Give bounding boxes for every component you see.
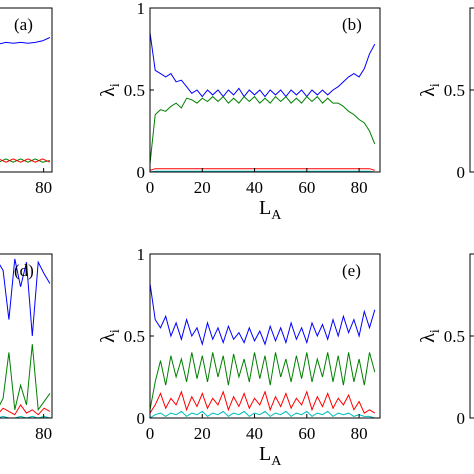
panel-b-ytick-label: 1 (137, 0, 146, 18)
panel-e-series-0 (150, 283, 376, 347)
panel-c-ytick-label: 0.5 (444, 81, 465, 100)
panel-b-series-1 (150, 95, 376, 164)
panel-e-series-2 (150, 390, 376, 414)
panel-d-panel-label: (d) (14, 261, 34, 280)
panel-b-series-0 (150, 32, 376, 98)
panel-e-ytick-label: 1 (137, 245, 146, 264)
panel-b-ylabel: λi (97, 83, 123, 97)
panel-b-xtick-label: 60 (298, 178, 315, 197)
panel-d-xtick-label: 80 (35, 424, 52, 443)
panel-a: 80 (a) (0, 7, 53, 197)
panel-e-series-3 (150, 410, 375, 418)
panel-b-xtick-label: 40 (246, 178, 263, 197)
panel-c: 00.5(c)λi (417, 7, 474, 182)
panel-a-series-1 (0, 158, 51, 163)
panel-e-xlabel: LA (259, 443, 282, 469)
panel-e-xtick-label: 0 (146, 424, 155, 443)
panel-b-lines (150, 32, 376, 172)
panel-e-xtick-label: 20 (194, 424, 211, 443)
panel-a-panel-label: (a) (14, 15, 33, 34)
panel-e-series-1 (150, 352, 376, 410)
panel-b-series-2 (150, 168, 375, 171)
panel-b-xtick-label: 20 (194, 178, 211, 197)
panel-d-series-0 (0, 258, 51, 337)
panel-b-ytick-label: 0.5 (124, 81, 145, 100)
panel-b-xtick-label: 80 (351, 178, 368, 197)
panel-a-lines (0, 37, 51, 172)
panel-d-lines (0, 258, 51, 418)
panel-d-series-3 (0, 415, 51, 418)
panel-f-ytick-label: 0 (457, 409, 466, 428)
panel-a-series-2 (0, 158, 51, 163)
panel-f: 00.5(f)λi (417, 253, 474, 428)
panel-f-ylabel: λi (417, 329, 443, 343)
panel-c-ylabel: λi (417, 83, 443, 97)
panel-d-series-1 (0, 344, 51, 412)
panel-e-ylabel: λi (97, 329, 123, 343)
panel-a-series-0 (0, 37, 51, 45)
panel-a-xtick-label: 80 (35, 178, 52, 197)
panel-e: 0 20 40 60 80 0 0.5 1 (e) LA λi (97, 245, 381, 469)
panel-d-series-2 (0, 403, 51, 416)
panel-e-xtick-label: 40 (246, 424, 263, 443)
panel-f-ytick-label: 0.5 (444, 327, 465, 346)
panel-d-axes-box (0, 253, 53, 419)
panel-a-axes-box (0, 7, 53, 173)
panel-b-xtick-label: 0 (146, 178, 155, 197)
panel-b-ytick-label: 0 (137, 163, 146, 182)
panel-b-series-3 (150, 170, 375, 172)
panel-e-xtick-label: 80 (351, 424, 368, 443)
panel-b-xlabel: LA (259, 197, 282, 223)
panel-d: 80 (d) (0, 253, 53, 443)
panel-b: 0 20 40 60 80 0 0.5 1 (b) LA λi (97, 0, 381, 223)
panel-e-panel-label: (e) (342, 261, 361, 280)
panel-e-ytick-label: 0 (137, 409, 146, 428)
panel-e-xtick-label: 60 (298, 424, 315, 443)
panel-e-ytick-label: 0.5 (124, 327, 145, 346)
panel-b-panel-label: (b) (342, 15, 362, 34)
panel-c-ytick-label: 0 (457, 163, 466, 182)
panel-e-lines (150, 283, 376, 418)
